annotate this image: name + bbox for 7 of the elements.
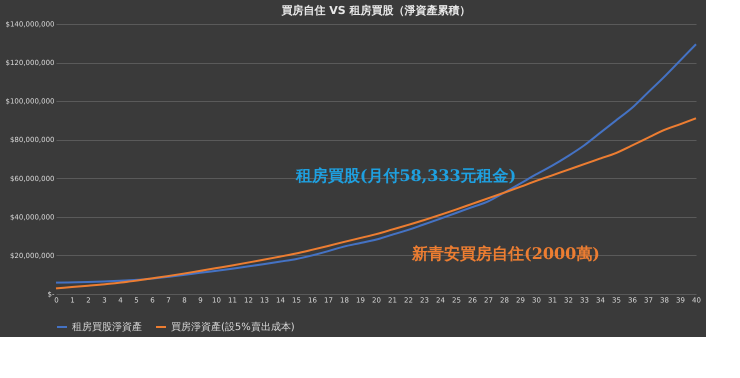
chart-title: 買房自住 VS 租房買股（淨資產累積） (280, 4, 471, 17)
legend-label: 買房淨資產(設5%賣出成本) (171, 321, 295, 333)
legend-label: 租房買股淨資產 (72, 321, 142, 333)
line-series (55, 117, 697, 290)
line-series (55, 43, 697, 284)
annotation: 新青安買房自住(2000萬) (411, 244, 600, 263)
annotation: 租房買股(月付58,333元租金) (294, 166, 516, 185)
